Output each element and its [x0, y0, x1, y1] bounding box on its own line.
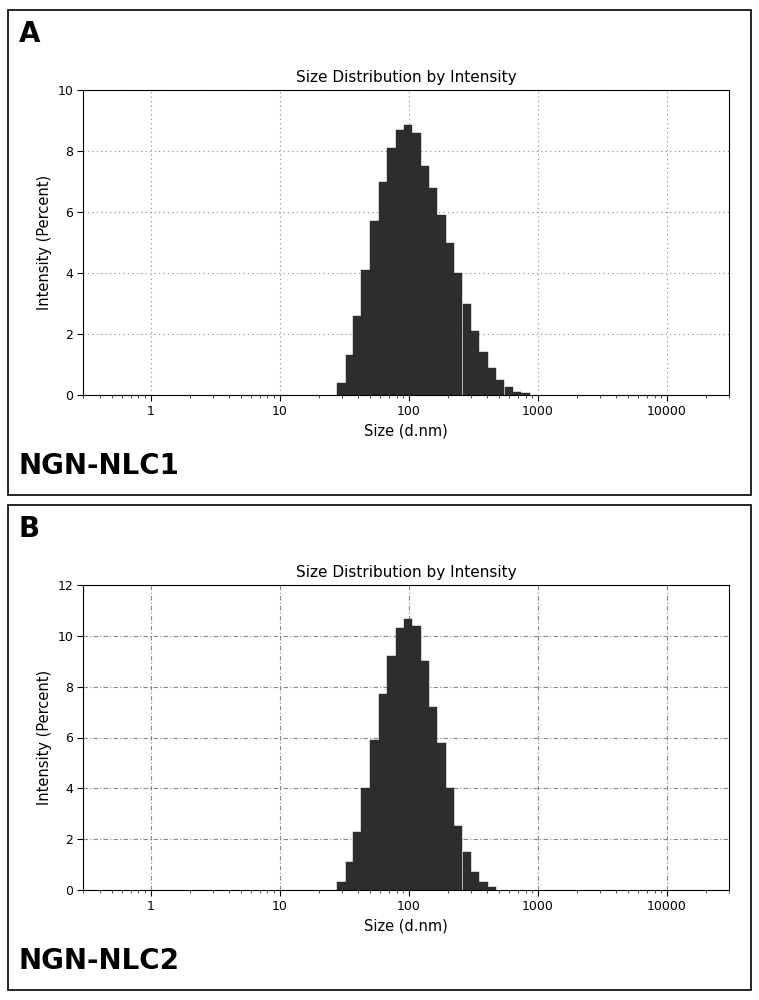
Bar — [505, 387, 513, 395]
Text: NGN-NLC1: NGN-NLC1 — [19, 452, 180, 480]
Text: NGN-NLC2: NGN-NLC2 — [19, 947, 180, 975]
Bar — [412, 133, 420, 395]
Bar — [387, 656, 395, 890]
Bar — [488, 887, 496, 890]
Bar — [437, 743, 446, 890]
Bar — [429, 188, 437, 395]
Bar — [446, 788, 454, 890]
Bar — [379, 694, 387, 890]
X-axis label: Size (d.nm): Size (d.nm) — [364, 919, 448, 934]
Bar — [420, 166, 429, 395]
Title: Size Distribution by Intensity: Size Distribution by Intensity — [296, 565, 516, 580]
Bar — [488, 368, 496, 395]
Bar — [454, 273, 462, 395]
Bar — [404, 125, 412, 395]
Bar — [412, 626, 420, 890]
Y-axis label: Intensity (Percent): Intensity (Percent) — [36, 175, 52, 310]
Bar — [346, 355, 354, 395]
Bar — [395, 130, 404, 395]
Bar — [354, 316, 362, 395]
Bar — [429, 707, 437, 890]
Bar — [480, 882, 488, 890]
Text: A: A — [19, 20, 40, 48]
Bar — [454, 826, 462, 890]
Bar — [437, 215, 446, 395]
Bar — [337, 383, 346, 395]
Bar — [480, 352, 488, 395]
Bar — [462, 852, 471, 890]
Bar — [379, 182, 387, 395]
Y-axis label: Intensity (Percent): Intensity (Percent) — [36, 670, 52, 805]
Bar — [370, 740, 379, 890]
Bar — [387, 148, 395, 395]
Bar — [395, 628, 404, 890]
Bar — [361, 788, 370, 890]
Bar — [370, 221, 379, 395]
Bar — [337, 882, 346, 890]
Bar — [420, 661, 429, 890]
Bar — [471, 331, 479, 395]
Bar — [462, 304, 471, 395]
Bar — [346, 862, 354, 890]
Bar — [404, 619, 412, 890]
Text: B: B — [19, 515, 40, 543]
Bar — [446, 242, 454, 395]
Title: Size Distribution by Intensity: Size Distribution by Intensity — [296, 70, 516, 85]
Bar — [354, 832, 362, 890]
Bar — [361, 270, 370, 395]
Bar — [496, 380, 505, 395]
Bar — [471, 872, 479, 890]
Bar — [513, 392, 521, 395]
X-axis label: Size (d.nm): Size (d.nm) — [364, 424, 448, 439]
Bar — [521, 393, 530, 395]
